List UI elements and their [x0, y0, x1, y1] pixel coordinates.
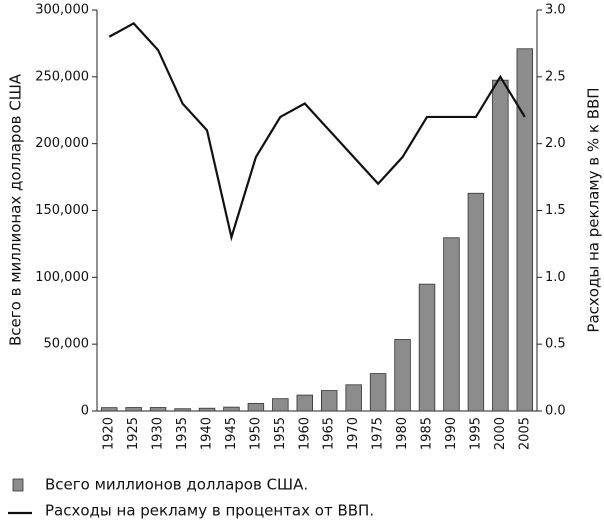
x-tick-label: 1950	[248, 417, 263, 450]
x-tick-label: 1920	[102, 417, 117, 450]
x-tick-label: 1935	[175, 417, 190, 450]
bar	[101, 407, 118, 412]
x-tick-label: 1925	[126, 417, 141, 450]
bar	[320, 390, 338, 412]
x-tick-label: 1995	[468, 417, 483, 450]
bar	[149, 407, 167, 412]
line	[108, 21, 526, 242]
bar	[272, 398, 289, 412]
bar	[198, 407, 216, 412]
legend-label: Всего миллионов долларов США.	[45, 476, 308, 494]
x-tick-label: 2005	[517, 417, 532, 450]
y2-tick-label: 1.5	[545, 203, 566, 218]
x-tick-label: 1930	[151, 417, 166, 450]
x-tick-label: 2000	[493, 417, 508, 450]
bar	[223, 406, 240, 412]
x-tick-label: 1975	[371, 417, 386, 450]
bar	[492, 79, 509, 412]
x-tick-label: 1960	[297, 417, 312, 450]
bar	[369, 373, 387, 412]
y-tick-label: 50,000	[44, 337, 90, 352]
y-tick-label: 250,000	[35, 69, 89, 84]
y2-tick-label: 0.5	[545, 337, 566, 352]
bar	[296, 394, 314, 412]
bar	[516, 48, 534, 412]
x-tick-label: 1965	[322, 417, 337, 450]
bar	[443, 237, 460, 412]
y-tick-label: 100,000	[35, 270, 89, 285]
x-tick-label: 1945	[224, 417, 239, 450]
legend-label: Расходы на рекламу в процентах от ВВП.	[45, 502, 374, 520]
x-tick-label: 1970	[346, 417, 361, 450]
bar	[247, 402, 265, 412]
y-tick-label: 300,000	[35, 3, 89, 18]
y2-tick-label: 0.0	[545, 404, 566, 419]
x-tick-label: 1985	[420, 417, 435, 450]
y-axis-label: Всего в миллионах долларов США	[7, 73, 25, 346]
bar	[125, 407, 142, 412]
bar	[394, 339, 411, 412]
y2-axis-label: Расходы на рекламу в % к ВВП	[585, 87, 603, 332]
y2-tick-label: 2.5	[545, 69, 566, 84]
bar	[467, 192, 485, 412]
y2-tick-label: 1.0	[545, 270, 566, 285]
legend-swatch	[12, 478, 24, 492]
y2-tick-label: 2.0	[545, 136, 566, 151]
bar	[345, 384, 362, 412]
x-tick-label: 1990	[444, 417, 459, 450]
bar	[418, 283, 436, 412]
y-tick-label: 0	[81, 404, 89, 419]
y-tick-label: 200,000	[35, 136, 89, 151]
y-tick-label: 150,000	[35, 203, 89, 218]
bar	[174, 408, 191, 412]
x-tick-label: 1940	[200, 417, 215, 450]
x-tick-label: 1980	[395, 417, 410, 450]
x-tick-label: 1955	[273, 417, 288, 450]
y2-tick-label: 3.0	[545, 3, 566, 18]
